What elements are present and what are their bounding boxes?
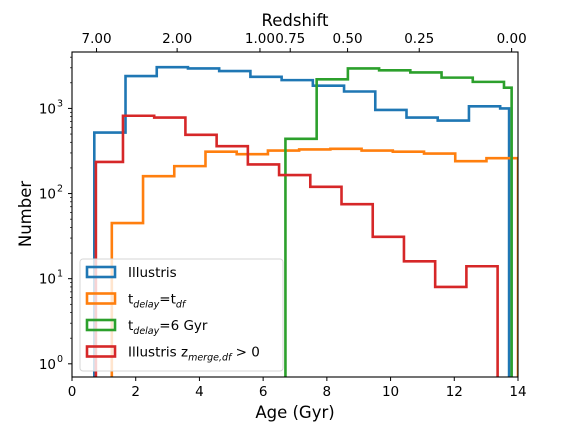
y-axis-title: Number [16,181,35,247]
plot-frame [71,51,519,378]
series-step-1 [110,147,518,377]
series-step-0 [93,65,511,377]
legend-label: Illustris [128,265,177,281]
legend-label: Illustris zmerge,df > 0 [128,345,260,364]
legend-box [79,258,284,372]
x-tick-label: 12 [446,384,463,400]
x-axis-title: Age (Gyr) [255,403,334,422]
x-tick-label: 10 [382,384,399,400]
legend-swatch [85,265,117,279]
legend-swatch [85,318,117,332]
legend: Illustris tdelay=tdf tdelay=6 Gyr Illustris… [79,258,284,372]
top-tick-label: 0.00 [497,31,527,47]
x-tick-label: 4 [195,384,204,400]
y-tick-exponent: 3 [57,98,63,109]
legend-label: tdelay=tdf [128,292,187,311]
x-tick-label: 0 [68,384,77,400]
series-step-3 [94,114,499,377]
x-axis: 0 2 4 6 8 10 12 14 [68,377,527,400]
y-tick-label: 10 [39,187,56,203]
top-axis: 7.00 2.00 1.00 0.75 0.50 0.25 0.00 [81,31,527,52]
series-step-2 [284,67,513,377]
legend-swatch [85,345,117,358]
top-axis-title: Redshift [262,11,330,30]
y-tick-label: 10 [39,357,56,373]
top-tick-label: 2.00 [162,31,192,47]
top-tick-label: 0.75 [275,31,305,47]
top-tick-label: 0.50 [333,31,363,47]
x-tick-label: 2 [131,384,140,400]
histogram-series [93,65,518,377]
x-tick-label: 6 [259,384,268,400]
top-tick-label: 1.00 [245,31,275,47]
legend-swatch [85,292,117,305]
top-tick-label: 0.25 [404,31,434,47]
y-tick-label: 10 [39,101,56,117]
legend-label: tdelay=6 Gyr [128,318,208,337]
top-tick-label: 7.00 [81,31,111,47]
y-tick-label: 10 [39,272,56,288]
y-tick-exponent: 1 [57,269,63,280]
x-tick-label: 8 [323,384,332,400]
x-tick-label: 14 [509,384,526,400]
y-tick-exponent: 2 [57,184,63,195]
y-tick-exponent: 0 [57,354,63,365]
